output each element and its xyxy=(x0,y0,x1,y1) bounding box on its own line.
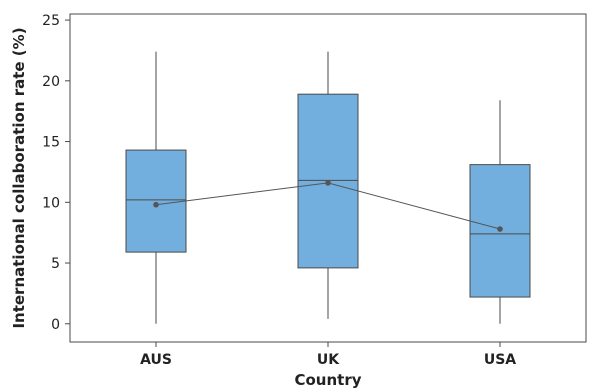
x-axis: AUS UK USA xyxy=(140,342,516,368)
x-axis-title: Country xyxy=(294,371,361,388)
mean-marker xyxy=(497,226,503,232)
y-axis: 0 5 10 15 20 25 xyxy=(42,13,70,333)
iqr-box xyxy=(125,149,187,253)
x-tick-label: AUS xyxy=(140,352,172,368)
y-tick-label: 10 xyxy=(42,195,60,211)
x-tick-label: USA xyxy=(484,352,516,368)
mean-marker xyxy=(153,201,159,208)
mean-connect-group xyxy=(153,180,503,232)
y-tick-label: 15 xyxy=(42,135,60,151)
box-usa xyxy=(469,100,531,324)
box-aus xyxy=(125,51,187,324)
y-tick-label: 0 xyxy=(51,317,60,333)
boxes-group xyxy=(125,51,531,324)
y-tick-label: 25 xyxy=(42,13,60,29)
mean-marker xyxy=(325,180,331,186)
y-tick-label: 5 xyxy=(51,256,60,272)
y-tick-label: 20 xyxy=(42,74,60,90)
x-tick-label: UK xyxy=(317,352,340,368)
y-axis-title: International collaboration rate (%) xyxy=(10,27,28,328)
